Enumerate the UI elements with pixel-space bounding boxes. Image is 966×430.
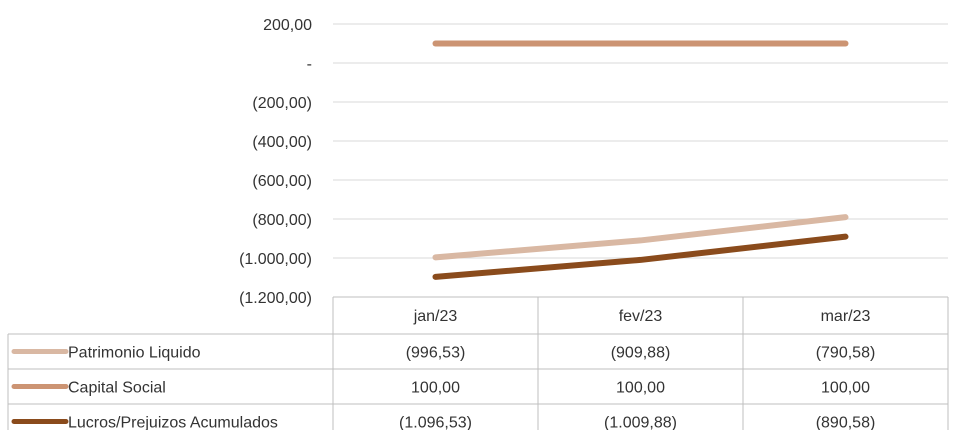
y-tick-label: (1.000,00) [239,251,312,268]
series-lines [432,40,849,280]
series-line [432,214,849,261]
y-tick-label: (800,00) [252,212,312,229]
category-label: fev/23 [619,308,663,325]
y-tick-label: - [307,56,312,73]
series-name: Patrimonio Liquido [68,345,201,362]
table-cell-value: 100,00 [411,380,460,397]
table-cell-value: (909,88) [611,345,671,362]
y-tick-label: 200,00 [263,17,312,34]
table-cell-value: (890,58) [816,415,876,430]
y-tick-label: (200,00) [252,95,312,112]
y-tick-label: (1.200,00) [239,290,312,307]
table-cell-value: (1.096,53) [399,415,472,430]
y-tick-label: (600,00) [252,173,312,190]
table-cell-value: (996,53) [406,345,466,362]
series-name: Capital Social [68,380,166,397]
y-tick-label: (400,00) [252,134,312,151]
data-table: jan/23 fev/23 mar/23 Patrimonio Liquido (996… [7,296,949,430]
series-name: Lucros/Prejuizos Acumulados [68,415,278,430]
gridlines [333,23,948,259]
category-label: mar/23 [821,308,871,325]
y-axis-tick-labels: 200,00 - (200,00) (400,00) (600,00) (800,00) (… [239,17,312,307]
table-cell-value: 100,00 [616,380,665,397]
table-cell-value: (790,58) [816,345,876,362]
table-cell-value: (1.009,88) [604,415,677,430]
category-label: jan/23 [413,308,458,325]
table-cell-value: 100,00 [821,380,870,397]
